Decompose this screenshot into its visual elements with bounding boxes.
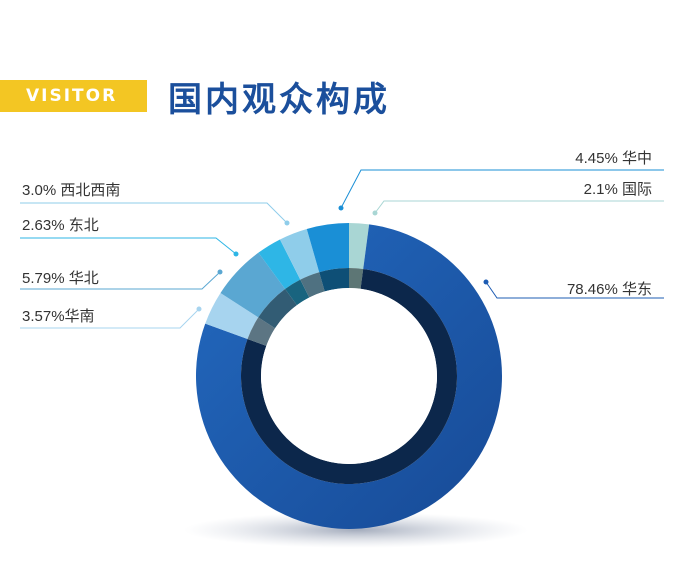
slice-label-northeast: 2.63% 东北 — [22, 217, 99, 234]
leader-dot-south — [196, 306, 202, 312]
slice-inner-west — [300, 272, 325, 298]
slice-central — [306, 223, 349, 273]
slice-northeast — [258, 239, 301, 289]
slice-inner-northeast — [285, 279, 310, 306]
visitor-tag: VISITOR — [26, 86, 118, 106]
leader-line-east — [485, 281, 664, 299]
leader-dot-north — [217, 269, 223, 275]
slice-label-international: 2.1% 国际 — [584, 181, 652, 198]
slice-west — [279, 228, 320, 280]
slice-label-central: 4.45% 华中 — [575, 150, 652, 167]
slice-label-west: 3.0% 西北西南 — [22, 182, 120, 199]
slice-inner-north — [258, 288, 297, 329]
slice-inner-south — [247, 317, 276, 346]
leader-dot-west — [284, 220, 290, 226]
leader-line-south — [20, 308, 200, 329]
leader-line-international — [374, 200, 664, 214]
slice-label-north: 5.79% 华北 — [22, 270, 99, 287]
slice-east — [196, 224, 503, 529]
slice-label-east: 78.46% 华东 — [567, 281, 652, 298]
chart-shadow — [184, 512, 528, 548]
leader-dot-central — [338, 205, 344, 211]
visitor-tag-bar — [0, 80, 147, 112]
donut-hole — [261, 288, 437, 464]
leader-dot-international — [372, 210, 378, 216]
slice-inner-international — [349, 268, 364, 289]
leader-line-north — [20, 271, 221, 290]
slice-international — [349, 223, 370, 269]
leader-dot-northeast — [233, 251, 239, 257]
leader-dot-east — [483, 279, 489, 285]
slice-south — [205, 292, 259, 340]
leader-line-northeast — [20, 237, 237, 255]
leader-line-west — [20, 202, 288, 224]
slice-label-south: 3.57%华南 — [22, 308, 95, 325]
slice-north — [220, 252, 286, 318]
leader-line-central — [340, 169, 664, 209]
page-title: 国内观众构成 — [168, 80, 390, 120]
slice-inner-central — [319, 268, 349, 292]
